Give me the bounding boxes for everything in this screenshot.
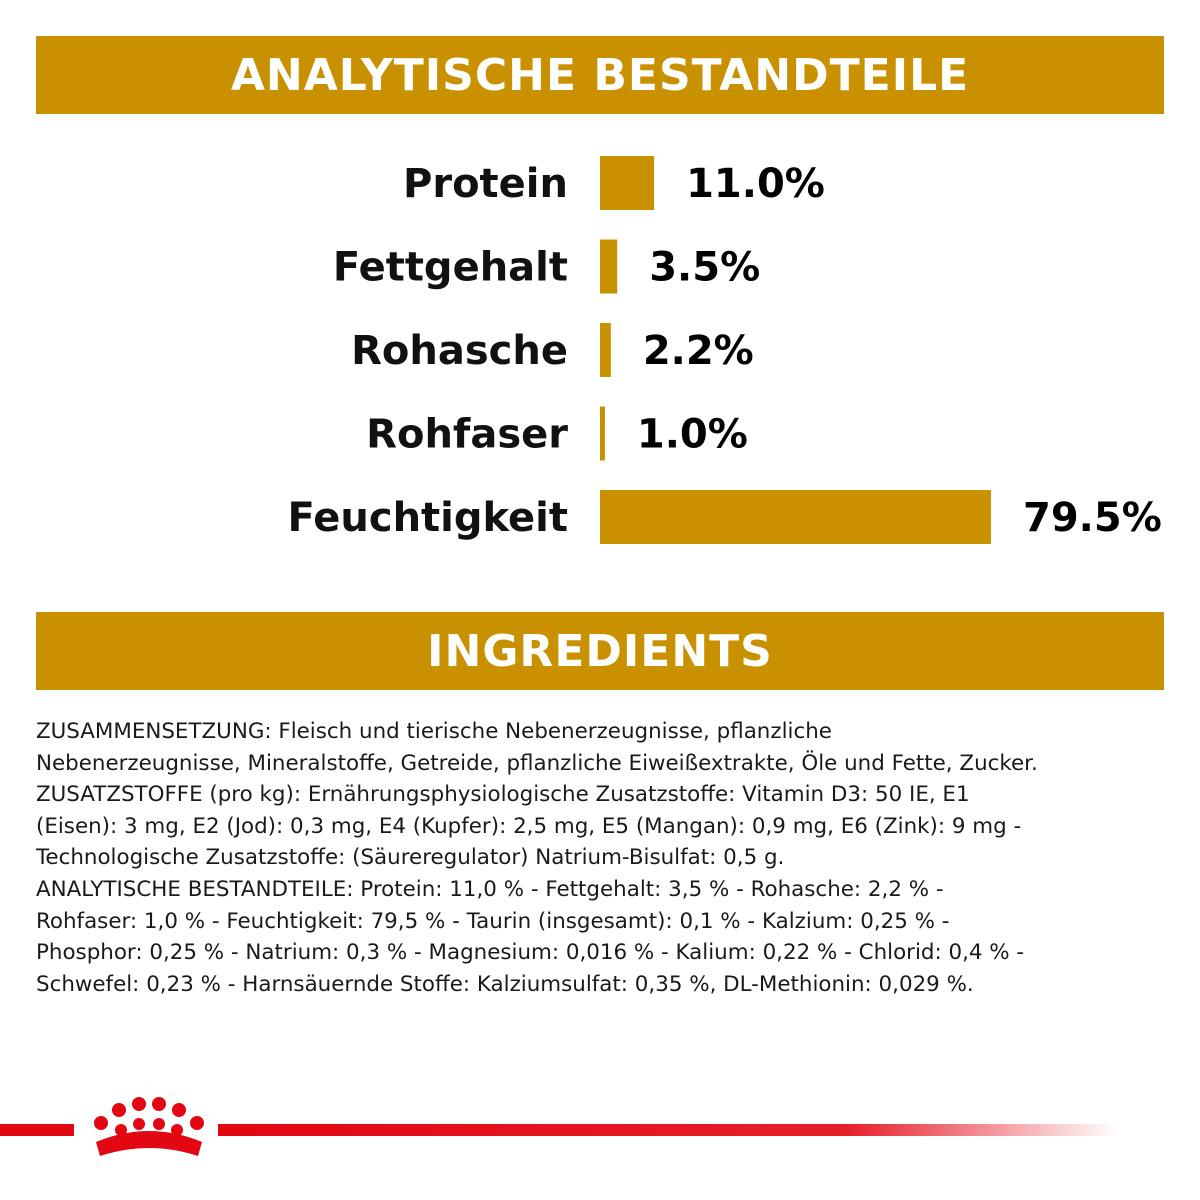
ingredients-line: Technologische Zusatzstoffe: (Säureregul… — [36, 845, 785, 871]
crown-logo-icon — [94, 1097, 204, 1156]
value-label: 11.0% — [686, 161, 825, 207]
ingredients-line: ANALYTISCHE BESTANDTEILE: Protein: 11,0 … — [36, 876, 944, 902]
value-label: 1.0% — [637, 412, 748, 458]
category-label: Protein — [403, 161, 568, 207]
value-label: 3.5% — [649, 245, 760, 291]
ingredients-line: ZUSAMMENSETZUNG: Fleisch und tierische N… — [36, 719, 832, 744]
analysis-header-title: ANALYTISCHE BESTANDTEILE — [230, 49, 970, 101]
category-label: Fettgehalt — [333, 245, 568, 291]
bar-rohasche — [600, 323, 611, 377]
ingredients-header-banner: INGREDIENTS — [36, 612, 1164, 690]
category-label: Rohfaser — [366, 412, 568, 458]
ingredients-line: Rohfaser: 1,0 % - Feuchtigkeit: 79,5 % -… — [36, 908, 950, 934]
analysis-header-banner: ANALYTISCHE BESTANDTEILE — [36, 36, 1164, 114]
brand-line-right — [218, 1124, 1118, 1136]
nutrient-bar-chart: Protein 11.0% Fettgehalt 3.5% Rohasche 2.2% Ro… — [288, 156, 1162, 544]
bar-fettgehalt — [600, 239, 618, 294]
ingredients-header-title: INGREDIENTS — [427, 625, 773, 677]
category-label: Feuchtigkeit — [288, 495, 568, 541]
bar-protein — [600, 156, 655, 210]
value-label: 79.5% — [1023, 495, 1162, 541]
ingredients-text: ZUSAMMENSETZUNG: Fleisch und tierische N… — [36, 716, 1176, 1000]
ingredients-line: Schwefel: 0,23 % - Harnsäuernde Stoffe: … — [36, 971, 974, 997]
bar-rohfaser — [600, 406, 605, 461]
brand-footer — [0, 1097, 1118, 1156]
bar-feuchtigkeit — [600, 490, 991, 544]
ingredients-line: ZUSATZSTOFFE (pro kg): Ernährungsphysiol… — [36, 782, 970, 808]
ingredients-line: (Eisen): 3 mg, E2 (Jod): 0,3 mg, E4 (Kup… — [36, 813, 1022, 839]
ingredients-line: Nebenerzeugnisse, Mineralstoffe, Getreid… — [36, 750, 1038, 776]
category-label: Rohasche — [351, 328, 568, 374]
value-label: 2.2% — [643, 328, 754, 374]
brand-line-left — [0, 1124, 74, 1136]
ingredients-line: Phosphor: 0,25 % - Natrium: 0,3 % - Magn… — [36, 940, 1025, 966]
